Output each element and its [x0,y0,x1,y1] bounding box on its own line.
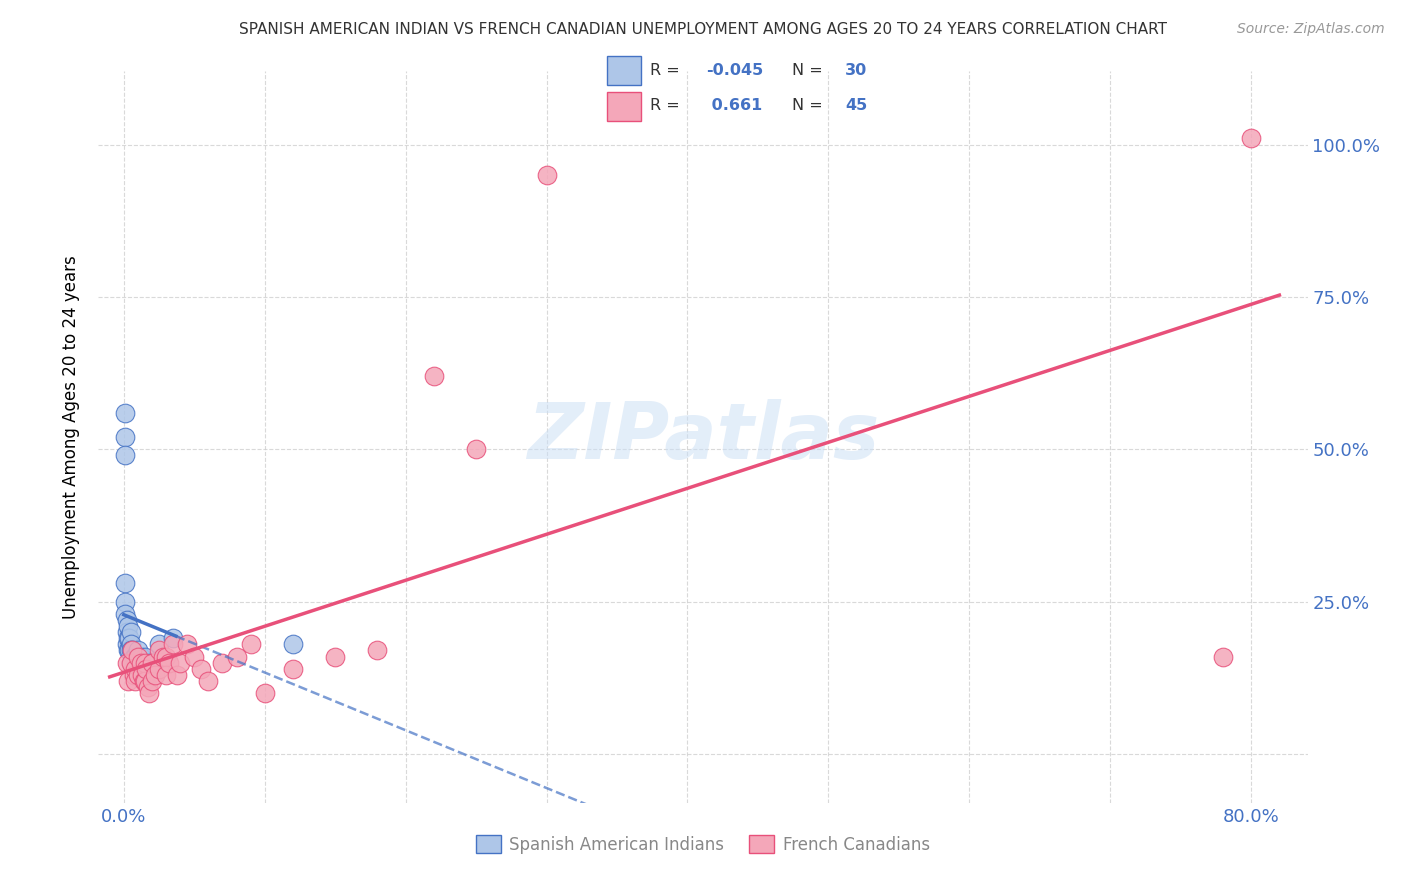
Point [117,619,139,633]
Point [125,656,148,670]
Point [141,656,163,670]
Point [122,649,145,664]
Point [132,673,155,688]
Point [114,607,136,621]
Point [183,649,205,664]
Text: 45: 45 [845,98,868,113]
Point [115,613,138,627]
FancyBboxPatch shape [607,56,641,86]
Point [281,637,304,651]
Point [118,643,141,657]
Point [423,369,446,384]
Text: -0.045: -0.045 [706,62,763,78]
Point [197,673,219,688]
FancyBboxPatch shape [607,92,641,120]
Text: SPANISH AMERICAN INDIAN VS FRENCH CANADIAN UNEMPLOYMENT AMONG AGES 20 TO 24 YEAR: SPANISH AMERICAN INDIAN VS FRENCH CANADI… [239,22,1167,37]
Point [148,643,170,657]
Point [141,656,163,670]
Point [120,656,142,670]
Y-axis label: Unemployment Among Ages 20 to 24 years: Unemployment Among Ages 20 to 24 years [62,255,80,619]
Point [131,667,153,681]
Point [152,649,174,664]
Point [169,656,191,670]
Point [211,656,233,670]
Text: N =: N = [793,62,828,78]
Point [136,680,159,694]
Point [127,667,149,681]
Point [148,637,170,651]
Point [114,594,136,608]
Text: 0.661: 0.661 [706,98,762,113]
Point [1240,131,1263,145]
Point [138,686,160,700]
Point [141,673,163,688]
Point [120,625,142,640]
Point [115,637,138,651]
Point [118,632,141,646]
Point [239,637,262,651]
Point [120,643,142,657]
Point [162,632,184,646]
Point [117,643,139,657]
Point [129,649,152,664]
Point [155,649,177,664]
Point [253,686,276,700]
Point [122,667,145,681]
Point [281,662,304,676]
Point [120,656,142,670]
Point [115,656,138,670]
Point [114,576,136,591]
Point [124,662,146,676]
Point [121,643,143,657]
Point [124,649,146,664]
Point [323,649,346,664]
Point [166,667,188,681]
Point [115,625,138,640]
Point [117,673,139,688]
Point [127,649,149,664]
Point [465,442,488,457]
Text: ZIPatlas: ZIPatlas [527,399,879,475]
Point [225,649,247,664]
Point [143,667,166,681]
Point [157,656,180,670]
Point [134,649,156,664]
Point [148,662,170,676]
Point [124,673,146,688]
Point [121,643,143,657]
Text: 30: 30 [845,62,868,78]
Point [117,632,139,646]
Point [366,643,388,657]
Text: R =: R = [650,62,685,78]
Point [155,667,177,681]
Legend: Spanish American Indians, French Canadians: Spanish American Indians, French Canadia… [470,829,936,860]
Point [176,637,198,651]
Point [114,406,136,420]
Text: Source: ZipAtlas.com: Source: ZipAtlas.com [1237,22,1385,37]
Point [162,637,184,651]
Point [127,643,149,657]
Point [138,656,160,670]
Text: N =: N = [793,98,828,113]
Point [1212,649,1234,664]
Point [114,448,136,462]
Point [134,673,156,688]
Point [134,656,156,670]
Point [114,430,136,444]
Text: R =: R = [650,98,685,113]
Point [190,662,212,676]
Point [536,168,558,182]
Point [120,637,142,651]
Point [135,662,157,676]
Point [129,656,152,670]
